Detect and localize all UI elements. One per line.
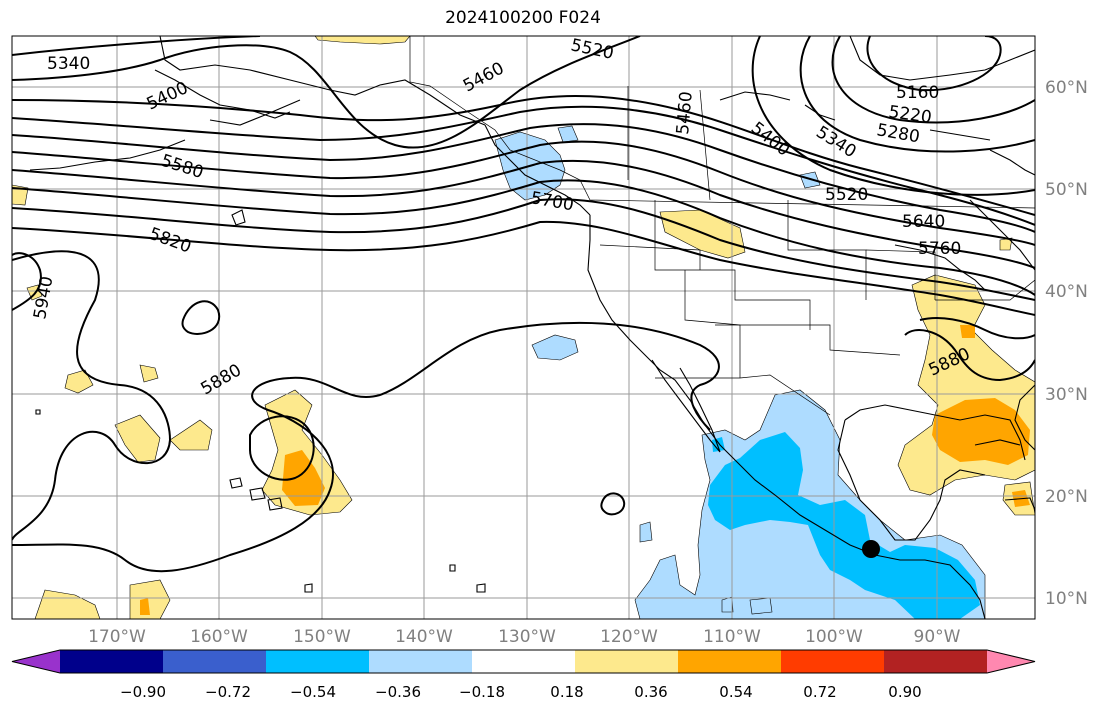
- lat-label: 20°N: [1045, 487, 1088, 507]
- colorbar-segment: [60, 650, 164, 673]
- lon-label: 120°W: [600, 627, 658, 647]
- colorbar-tick-label: −0.72: [205, 683, 251, 701]
- storm-center-marker: [862, 540, 880, 558]
- lat-label: 60°N: [1045, 78, 1088, 98]
- contour-label: 5160: [896, 83, 939, 103]
- colorbar-segment: [884, 650, 988, 673]
- coastlines: [29, 36, 1035, 619]
- contour-label: 5340: [47, 54, 90, 74]
- colorbar-tick-label: 0.72: [803, 683, 836, 701]
- colorbar-extend-high: [987, 650, 1035, 673]
- colorbar-tick-label: −0.90: [120, 683, 166, 701]
- lon-label: 140°W: [395, 627, 453, 647]
- colorbar-tick-label: −0.18: [459, 683, 505, 701]
- map-title: 2024100200 F024: [445, 8, 601, 28]
- lon-label: 100°W: [805, 627, 863, 647]
- political-borders: [409, 36, 1035, 416]
- lat-label: 30°N: [1045, 385, 1088, 405]
- lat-label: 40°N: [1045, 282, 1088, 302]
- colorbar-tick-label: 0.36: [634, 683, 667, 701]
- colorbar-tick-label: 0.54: [719, 683, 752, 701]
- colorbar-outline: [11, 649, 1036, 674]
- shaded-positive-strong: [140, 325, 1030, 615]
- colorbar-tick-label: 0.18: [550, 683, 583, 701]
- latitude-labels: 60°N 50°N 40°N 30°N 20°N 10°N: [1045, 78, 1088, 609]
- colorbar-segment: [781, 650, 885, 673]
- colorbar-segment: [369, 650, 473, 673]
- contour-label: 5640: [902, 212, 945, 232]
- contour-label: 5520: [825, 185, 868, 205]
- colorbar: [11, 649, 1036, 674]
- lon-label: 150°W: [293, 627, 351, 647]
- colorbar-segment: [678, 650, 782, 673]
- colorbar-tick-label: −0.54: [290, 683, 336, 701]
- colorbar-segment: [163, 650, 267, 673]
- contour-label: 5460: [673, 91, 697, 136]
- contour-label: 588: [1030, 499, 1053, 533]
- colorbar-segment: [472, 650, 576, 673]
- lon-label: 130°W: [498, 627, 556, 647]
- lon-label: 170°W: [88, 627, 146, 647]
- shaded-negative-strong: [708, 432, 980, 619]
- lon-label: 110°W: [703, 627, 761, 647]
- lon-label: 90°W: [914, 627, 961, 647]
- colorbar-segment: [575, 650, 679, 673]
- colorbar-segment: [266, 650, 370, 673]
- colorbar-tick-label: −0.36: [375, 683, 421, 701]
- contour-label: 5760: [918, 239, 961, 259]
- lat-label: 50°N: [1045, 180, 1088, 200]
- colorbar-tick-label: 0.90: [888, 683, 921, 701]
- lon-label: 160°W: [190, 627, 248, 647]
- longitude-labels: 170°W 160°W 150°W 140°W 130°W 120°W 110°…: [88, 627, 961, 647]
- lat-label: 10°N: [1045, 589, 1088, 609]
- colorbar-tick-labels: −0.90 −0.72 −0.54 −0.36 −0.18 0.18 0.36 …: [120, 683, 922, 701]
- map-frame: [11, 35, 1036, 620]
- height-contours: [12, 36, 1035, 573]
- colorbar-extend-low: [12, 650, 60, 673]
